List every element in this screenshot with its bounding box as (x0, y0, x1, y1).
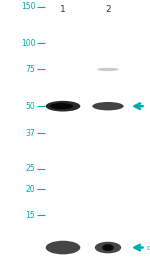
Ellipse shape (46, 241, 80, 254)
Text: 100: 100 (21, 39, 35, 48)
Ellipse shape (92, 102, 124, 110)
Text: 50: 50 (26, 102, 35, 111)
Ellipse shape (95, 242, 121, 253)
Text: 37: 37 (26, 129, 35, 138)
Ellipse shape (50, 103, 73, 109)
Text: 2: 2 (105, 5, 111, 14)
Ellipse shape (46, 101, 80, 112)
Text: 15: 15 (26, 211, 35, 220)
Text: 25: 25 (26, 164, 35, 174)
Text: 1: 1 (60, 5, 66, 14)
Text: control: control (147, 245, 150, 250)
Ellipse shape (97, 68, 119, 71)
Text: 150: 150 (21, 2, 35, 11)
Text: 20: 20 (26, 185, 35, 194)
Text: 75: 75 (26, 65, 35, 74)
Ellipse shape (102, 244, 114, 251)
